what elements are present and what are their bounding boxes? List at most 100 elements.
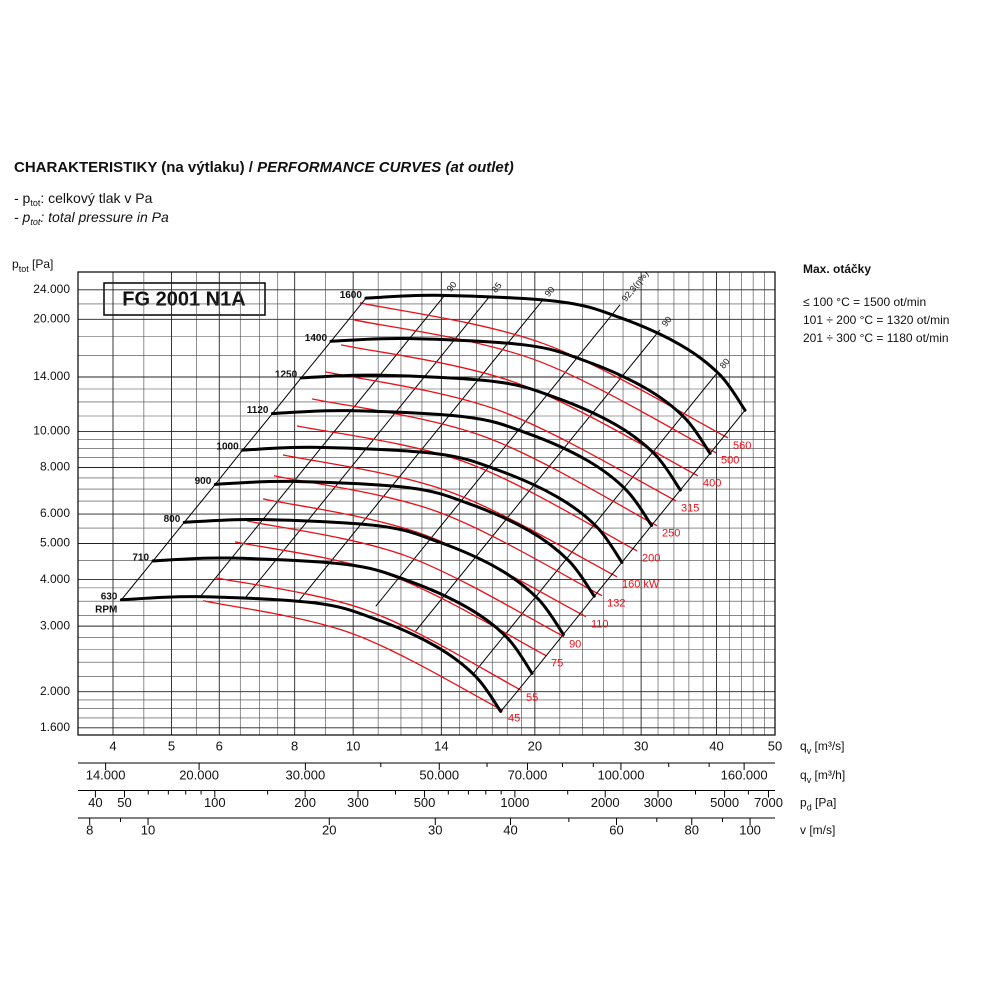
x-tick-label: 50 [768,738,782,753]
efficiency-line [415,329,661,632]
max-speed-title: Max. otáčky [803,262,871,276]
power-label: 160 kW [622,579,660,591]
speed-label: 1400 [305,333,328,344]
x-tick-label: 40 [709,738,723,753]
speed-label: 800 [164,514,181,525]
secondary-axis-label-part: [m³/h] [811,768,845,782]
efficiency-label: 90 [445,280,459,294]
power-curve [359,302,729,439]
speed-curve [241,445,624,564]
power-curve [214,576,522,691]
x-tick-label: 14 [434,738,448,753]
speed-curve [182,517,565,636]
secondary-tick-label: 3000 [644,795,673,810]
x-tick-label: 30 [634,738,648,753]
y-tick-label: 4.000 [40,572,70,586]
secondary-tick-label: 100.000 [597,767,644,782]
power-curve [262,498,587,618]
efficiency-label: 90 [543,285,557,299]
y-tick-label: 20.000 [33,311,70,325]
efficiency-line [200,294,446,597]
secondary-axis-label-part: [Pa] [812,796,837,810]
note-part: - p [14,190,31,206]
speed-curve [299,373,682,492]
note: - ptot: celkový tlak v Pa [14,190,153,209]
max-speed-line: 201 ÷ 300 °C = 1180 ot/min [803,331,949,345]
power-label: 45 [508,712,520,724]
secondary-axis-label-part: d [807,803,812,813]
power-curve [202,600,504,712]
speed-label: 630 [101,591,118,602]
secondary-axis-label: qv [m³/h] [800,768,845,785]
efficiency-label: 90 [660,314,674,328]
y-tick-label: 3.000 [40,618,70,632]
x-axis-label: qv [m³/s] [800,739,845,756]
power-label: 55 [526,692,538,704]
secondary-tick-label: 14.000 [86,767,126,782]
power-label: 250 [662,528,680,540]
note: - ptot: total pressure in Pa [14,209,169,228]
x-axis-label-part: q [800,739,807,753]
power-label: 132 [607,598,625,610]
efficiency-line [298,299,544,602]
y-axis-label-part: [Pa] [29,257,54,271]
note-part: : celkový tlak v Pa [40,190,152,206]
secondary-tick-label: 100 [204,795,226,810]
speed-curve [364,293,747,412]
y-tick-label: 8.000 [40,460,70,474]
y-tick-label: 24.000 [33,282,70,296]
secondary-tick-label: 20 [322,822,336,837]
power-curve [282,454,618,578]
speed-label: 1250 [275,370,298,381]
y-tick-label: 5.000 [40,536,70,550]
power-label: 90 [569,639,581,651]
y-tick-label: 1.600 [40,720,70,734]
efficiency-line [473,371,719,674]
secondary-tick-label: 8 [86,822,93,837]
power-curve [353,319,717,454]
secondary-tick-label: 40 [503,822,517,837]
secondary-axis-label-part: p [800,796,807,810]
secondary-tick-label: 50.000 [419,767,459,782]
power-curve [340,344,699,477]
secondary-tick-label: 30 [428,822,442,837]
power-curve [311,398,658,527]
speed-unit: RPM [95,604,117,615]
y-axis-label-part: p [12,257,19,271]
note-part: : total pressure in Pa [40,209,169,225]
secondary-tick-label: 160.000 [721,767,768,782]
model-label: FG 2001 N1A [122,288,245,310]
power-curve [324,371,677,502]
secondary-axis-label: pd [Pa] [800,796,836,813]
title-cz: CHARAKTERISTIKY (na výtlaku) / [14,159,257,176]
x-tick-label: 5 [168,738,175,753]
x-axis-label-part: [m³/s] [811,739,844,753]
secondary-tick-label: 40 [88,795,102,810]
speed-curve [329,336,712,455]
y-axis-label-part: tot [19,264,30,274]
secondary-tick-label: 7000 [754,795,783,810]
y-tick-label: 10.000 [33,424,70,438]
speed-curve [213,479,596,598]
speed-curve [270,409,654,527]
secondary-axis-label-part: v [807,775,812,785]
efficiency-label: 85 [490,280,504,294]
secondary-axis-label-part: v [800,823,806,837]
secondary-tick-label: 500 [414,795,436,810]
power-label: 500 [721,455,739,467]
speed-curve [151,556,534,675]
secondary-tick-label: 30.000 [285,767,325,782]
power-label: 400 [703,478,721,490]
power-label: 110 [591,619,609,631]
efficiency-label: 80 [718,356,732,370]
plot-frame [77,271,776,736]
speed-label: 710 [132,553,149,564]
secondary-tick-label: 5000 [710,795,739,810]
power-label: 560 [733,440,751,452]
speed-curve [119,595,503,713]
max-speed-line: ≤ 100 °C = 1500 ot/min [803,295,926,309]
secondary-tick-label: 80 [685,822,699,837]
